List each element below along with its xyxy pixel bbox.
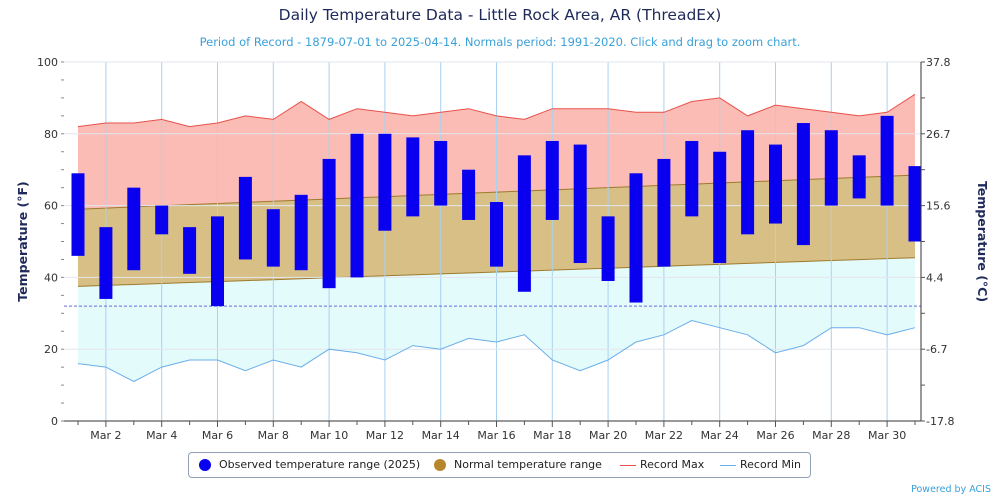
observed-range-bar[interactable] bbox=[406, 137, 420, 217]
legend-record-min-marker bbox=[720, 465, 736, 466]
record-min-line[interactable] bbox=[77, 319, 916, 383]
y-tick-label-right: -6.7 bbox=[926, 343, 947, 356]
x-tick-label: Mar 20 bbox=[589, 429, 627, 442]
x-tick-label: Mar 18 bbox=[533, 429, 571, 442]
record-max-line[interactable] bbox=[77, 93, 916, 128]
x-tick-label: Mar 26 bbox=[756, 429, 794, 442]
observed-range-bar[interactable] bbox=[266, 209, 280, 267]
y-tick-label-right: 26.7 bbox=[926, 128, 951, 141]
y-tick-label-left: 60 bbox=[44, 200, 58, 213]
x-tick-label: Mar 12 bbox=[366, 429, 404, 442]
y-axis-title-right: Temperature (°C) bbox=[975, 181, 990, 302]
x-tick-label: Mar 28 bbox=[812, 429, 850, 442]
x-tick-label: Mar 30 bbox=[868, 429, 906, 442]
y-axis-title-left: Temperature (°F) bbox=[15, 181, 30, 301]
y-tick-label-right: 4.4 bbox=[926, 271, 944, 284]
legend-normal-label: Normal temperature range bbox=[454, 458, 602, 471]
chart-title: Daily Temperature Data - Little Rock Are… bbox=[278, 6, 722, 24]
observed-range-bar[interactable] bbox=[127, 187, 141, 271]
observed-range-bar[interactable] bbox=[573, 144, 587, 264]
y-tick-label-right: -17.8 bbox=[926, 415, 954, 428]
x-tick-label: Mar 16 bbox=[477, 429, 515, 442]
chart-legend: Observed temperature range (2025) Normal… bbox=[188, 452, 811, 478]
observed-range-bar[interactable] bbox=[657, 158, 671, 267]
observed-range-bar[interactable] bbox=[211, 216, 224, 307]
y-tick-label-left: 20 bbox=[44, 343, 58, 356]
observed-range-bar[interactable] bbox=[434, 140, 448, 206]
y-tick-label-left: 100 bbox=[37, 56, 58, 69]
observed-range-bar[interactable] bbox=[824, 130, 838, 206]
observed-range-bar[interactable] bbox=[908, 166, 922, 242]
y-tick-label-left: 40 bbox=[44, 271, 58, 284]
observed-range-bar[interactable] bbox=[378, 133, 392, 231]
x-tick-label: Mar 14 bbox=[422, 429, 460, 442]
legend-observed-marker bbox=[199, 459, 211, 471]
observed-range-bar[interactable] bbox=[517, 155, 531, 292]
observed-range-bar[interactable] bbox=[71, 173, 85, 256]
observed-range-bar[interactable] bbox=[462, 169, 476, 220]
observed-range-bar[interactable] bbox=[490, 202, 503, 267]
legend-normal-marker bbox=[434, 459, 446, 471]
observed-range-bar[interactable] bbox=[796, 123, 810, 246]
observed-range-bar[interactable] bbox=[601, 216, 615, 281]
x-tick-label: Mar 24 bbox=[701, 429, 739, 442]
observed-range-bar[interactable] bbox=[155, 205, 169, 235]
x-tick-label: Mar 2 bbox=[90, 429, 121, 442]
observed-range-bar[interactable] bbox=[713, 151, 727, 264]
legend-record-max-marker bbox=[620, 465, 636, 466]
observed-range-bar[interactable] bbox=[741, 130, 755, 235]
y-tick-label-left: 0 bbox=[51, 415, 58, 428]
observed-range-bar[interactable] bbox=[183, 227, 197, 274]
legend-record-min-label: Record Min bbox=[740, 458, 802, 471]
y-tick-label-left: 80 bbox=[44, 128, 58, 141]
observed-range-bar[interactable] bbox=[880, 115, 894, 206]
observed-range-bar[interactable] bbox=[322, 158, 336, 289]
observed-range-bar[interactable] bbox=[350, 133, 364, 278]
observed-range-bar[interactable] bbox=[629, 173, 643, 303]
x-tick-label: Mar 6 bbox=[202, 429, 233, 442]
observed-range-bar[interactable] bbox=[685, 140, 699, 217]
observed-range-bar[interactable] bbox=[99, 227, 113, 299]
observed-range-bar[interactable] bbox=[545, 140, 559, 220]
x-tick-label: Mar 8 bbox=[258, 429, 289, 442]
x-tick-label: Mar 22 bbox=[645, 429, 683, 442]
observed-range-bar[interactable] bbox=[769, 144, 782, 224]
x-tick-label: Mar 10 bbox=[310, 429, 348, 442]
chart-subtitle: Period of Record - 1879-07-01 to 2025-04… bbox=[199, 35, 801, 49]
y-tick-label-right: 37.8 bbox=[926, 56, 951, 69]
x-tick-label: Mar 4 bbox=[146, 429, 177, 442]
powered-by-link[interactable]: Powered by ACIS bbox=[911, 484, 991, 495]
legend-observed-label: Observed temperature range (2025) bbox=[219, 458, 421, 471]
observed-range-bar[interactable] bbox=[852, 155, 866, 199]
y-tick-label-right: 15.6 bbox=[926, 200, 951, 213]
legend-record-max-label: Record Max bbox=[640, 458, 705, 471]
observed-range-bar[interactable] bbox=[238, 176, 252, 260]
observed-range-bar[interactable] bbox=[294, 194, 308, 271]
